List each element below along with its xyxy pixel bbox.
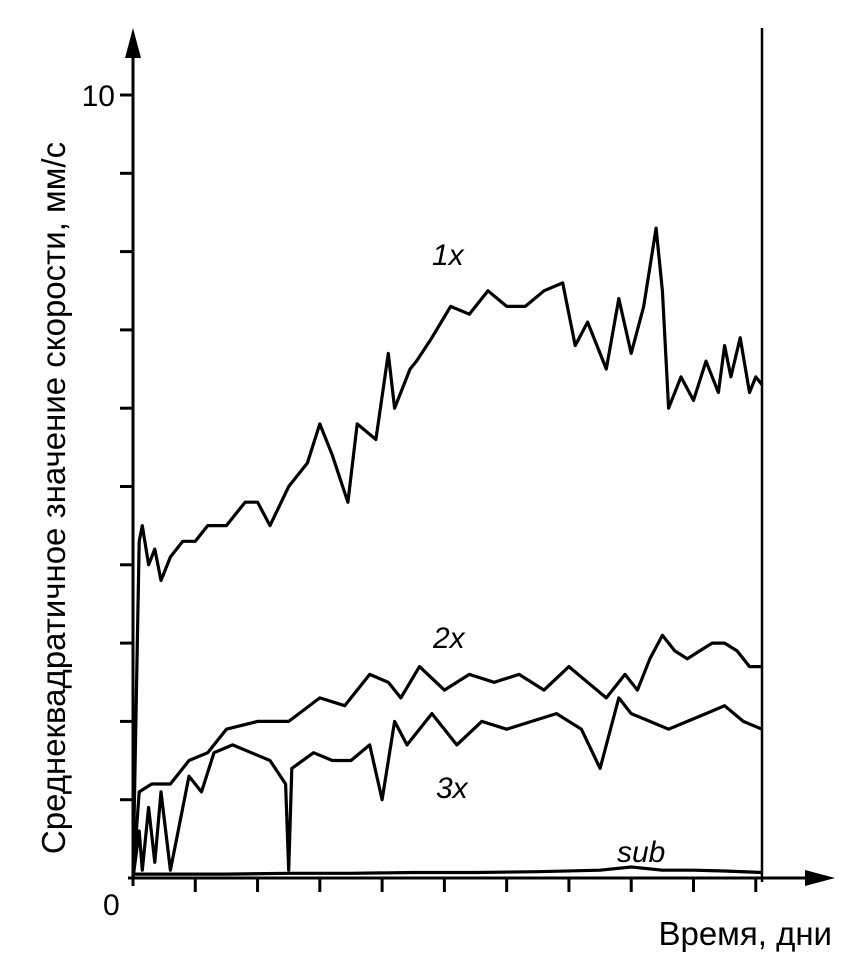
series-lines [131, 226, 764, 879]
series-label-sub: sub [617, 836, 665, 869]
series-label-3x: 3x [436, 772, 469, 805]
series-line-sub [133, 865, 763, 876]
y-tick-labels: 10 [82, 80, 115, 113]
series-label-2x: 2x [432, 622, 466, 655]
series-line-2x [131, 633, 762, 879]
y-axis-arrow [125, 28, 141, 58]
y-axis-label: Среднеквадратичное значение скорости, мм… [35, 141, 72, 855]
series-labels: 1x 2x 3x sub [432, 239, 665, 869]
origin-label: 0 [103, 889, 120, 922]
x-ticks [193, 878, 758, 892]
x-axis-arrow [805, 870, 835, 886]
y-tick-label-1: 10 [82, 80, 115, 113]
series-label-1x: 1x [432, 239, 465, 272]
y-ticks [120, 93, 133, 802]
series-line-1x [131, 226, 764, 879]
y-axis-label-wrap: Среднеквадратичное значение скорости, мм… [0, 0, 110, 957]
series-line-3x [131, 696, 763, 879]
x-axis-label: Время, дни [658, 915, 832, 952]
